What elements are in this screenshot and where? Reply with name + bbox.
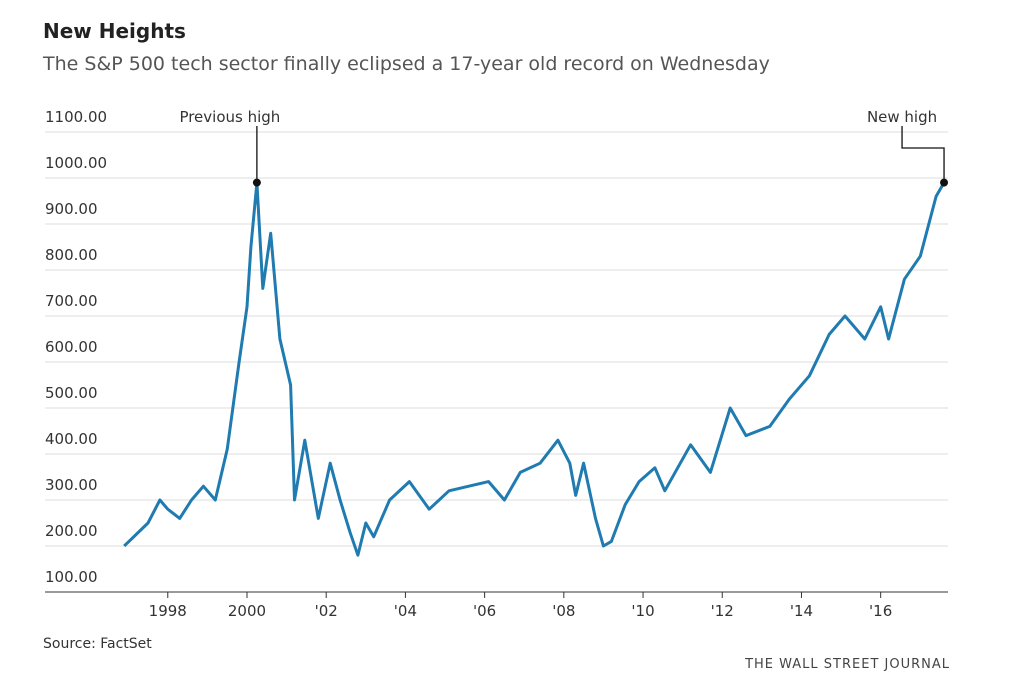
x-tick-label: '06	[473, 602, 496, 620]
x-tick-label: '14	[790, 602, 813, 620]
annotation-label: New high	[867, 108, 937, 126]
chart-subtitle: The S&P 500 tech sector finally eclipsed…	[42, 53, 770, 75]
annotation-point	[940, 178, 949, 187]
y-tick-label: 100.00	[45, 568, 98, 586]
y-tick-label: 600.00	[45, 338, 98, 356]
x-tick-label: '16	[869, 602, 892, 620]
y-tick-label: 300.00	[45, 476, 98, 494]
annotation-leader	[901, 126, 945, 183]
y-tick-label: 700.00	[45, 292, 98, 310]
x-tick-label: '02	[315, 602, 338, 620]
y-tick-label: 500.00	[45, 384, 98, 402]
y-tick-label: 400.00	[45, 430, 98, 448]
x-tick-label: '10	[631, 602, 654, 620]
y-tick-label: 1000.00	[45, 154, 107, 172]
y-tick-label: 800.00	[45, 246, 98, 264]
line-series	[123, 181, 946, 557]
x-tick-label: '08	[552, 602, 575, 620]
x-tick-label: 1998	[149, 602, 187, 620]
annotation-label: Previous high	[179, 108, 280, 126]
x-tick-label: '12	[711, 602, 734, 620]
y-tick-label: 1100.00	[45, 108, 107, 126]
x-tick-label: 2000	[228, 602, 266, 620]
y-tick-label: 900.00	[45, 200, 98, 218]
chart-title: New Heights	[43, 19, 186, 43]
credit: THE WALL STREET JOURNAL	[744, 657, 950, 672]
y-tick-label: 200.00	[45, 522, 98, 540]
x-tick-label: '04	[394, 602, 417, 620]
annotation-point	[252, 178, 261, 187]
source: Source: FactSet	[43, 636, 152, 652]
